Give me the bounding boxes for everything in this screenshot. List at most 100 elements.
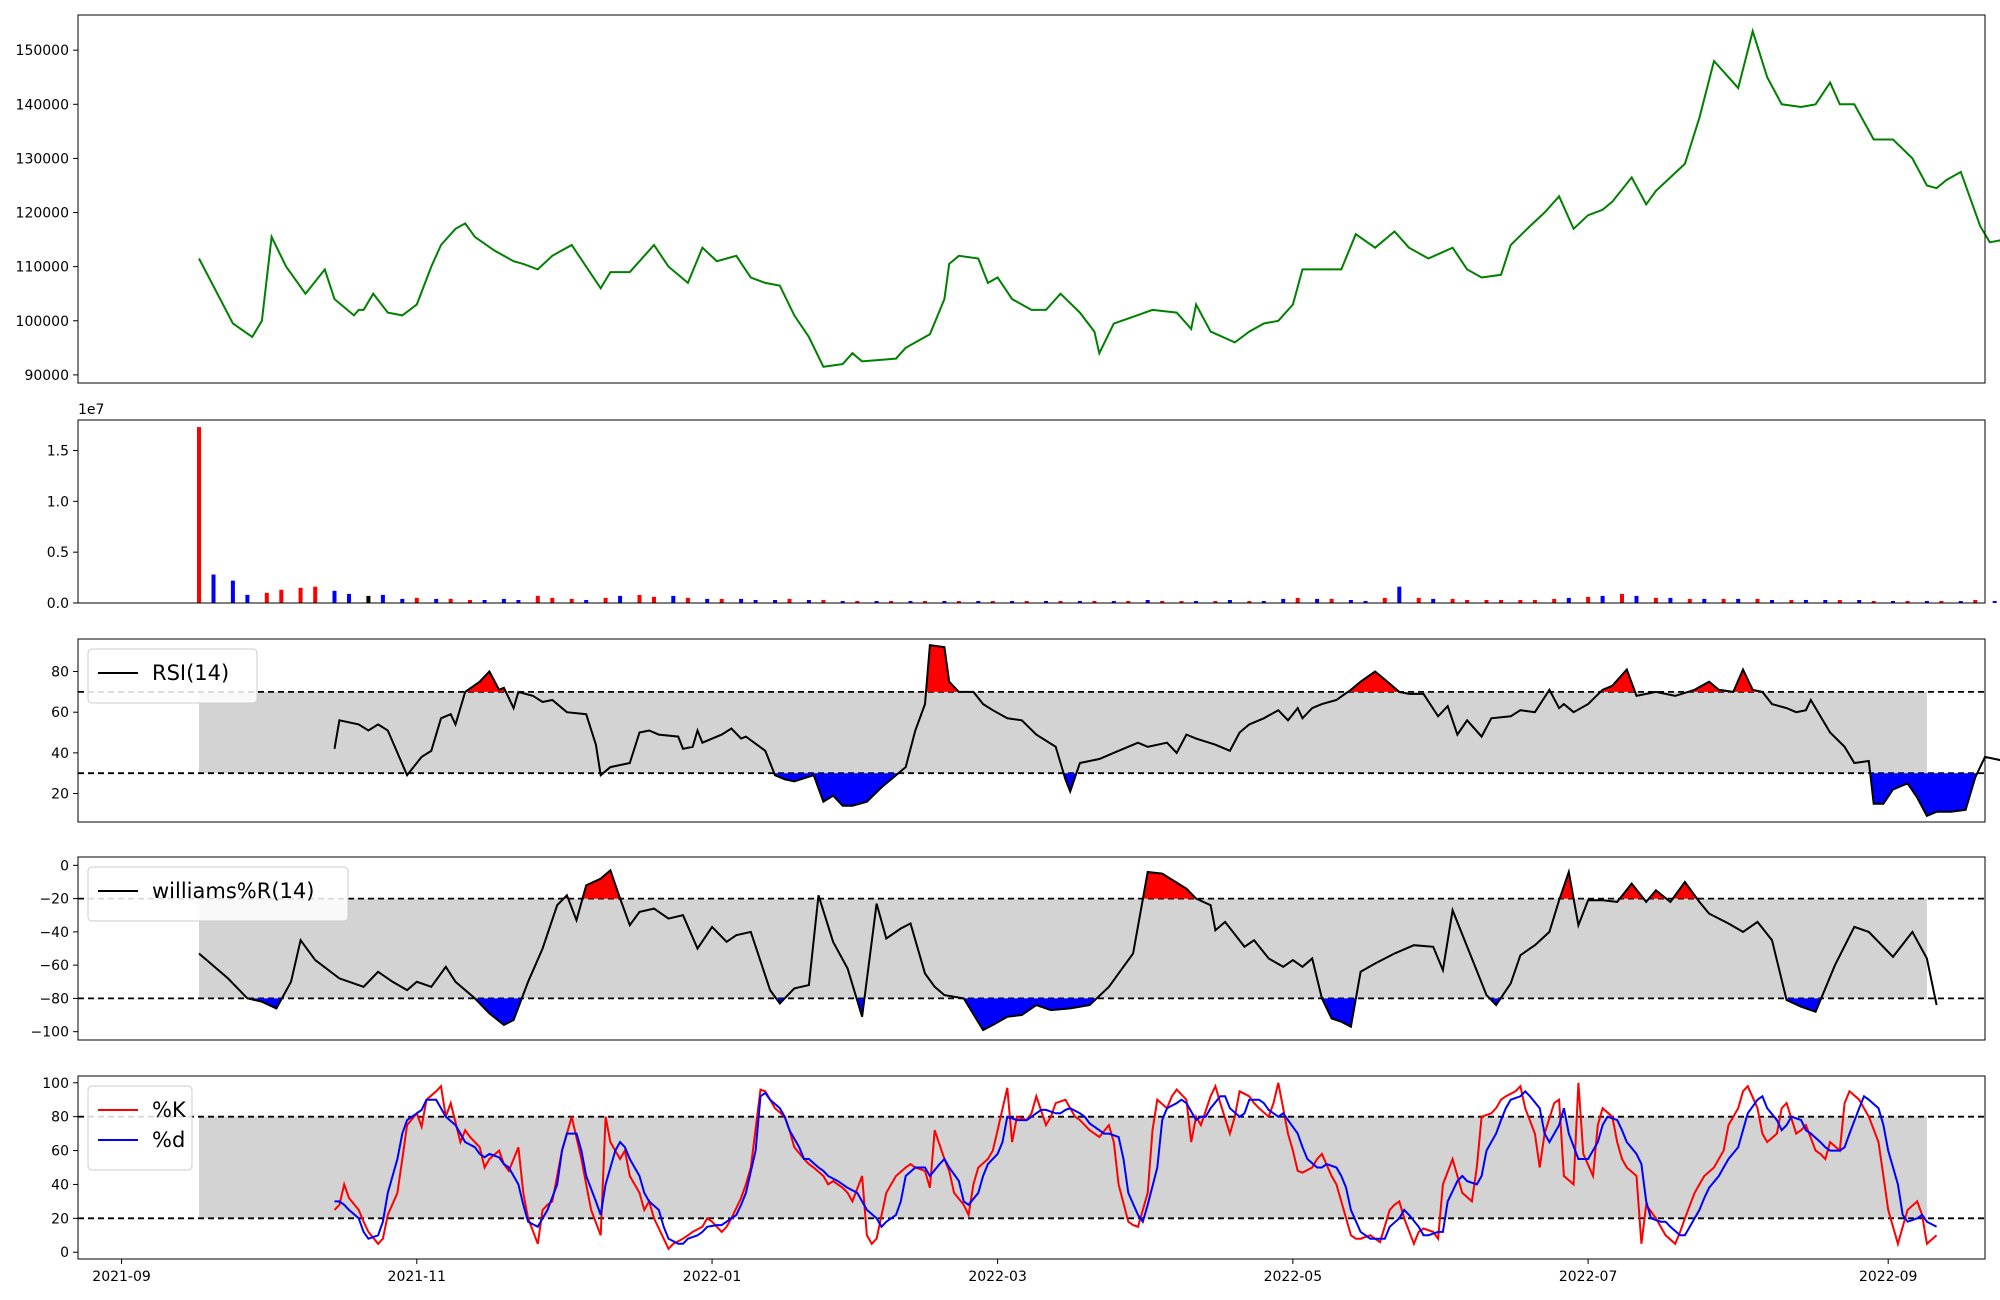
legend-box bbox=[87, 648, 258, 704]
volume-bar bbox=[1871, 601, 1876, 603]
y-tick-label: 0 bbox=[60, 858, 69, 874]
d-line bbox=[334, 1089, 1938, 1245]
y-tick-label: 40 bbox=[51, 746, 69, 762]
volume-bar bbox=[434, 598, 439, 603]
volume-bar bbox=[1736, 598, 1741, 603]
volume-bar bbox=[332, 590, 337, 603]
volume-bar bbox=[535, 595, 540, 603]
volume-bar bbox=[1789, 600, 1794, 603]
rsi-line bbox=[333, 643, 2000, 818]
axes-frame bbox=[77, 1075, 1986, 1260]
williams-line bbox=[198, 868, 1938, 1032]
legend-box bbox=[87, 1085, 193, 1171]
oversold-fill bbox=[963, 998, 1097, 1030]
y-tick-label: −40 bbox=[39, 925, 69, 941]
volume-bar bbox=[637, 594, 642, 603]
volume-bar bbox=[1702, 598, 1707, 603]
volume-bar bbox=[468, 600, 472, 603]
axes-frame bbox=[77, 419, 1986, 604]
volume-bar bbox=[1823, 600, 1828, 603]
overbought-fill bbox=[1649, 890, 1667, 899]
volume-bar bbox=[1755, 598, 1760, 603]
overbought-fill bbox=[1142, 872, 1197, 899]
volume-bar bbox=[1653, 597, 1658, 603]
volume-bar bbox=[1924, 601, 1929, 603]
y-tick-label: 60 bbox=[51, 1144, 69, 1160]
legend-label: %K bbox=[152, 1098, 187, 1122]
volume-bar bbox=[840, 601, 845, 603]
volume-bar bbox=[569, 598, 574, 603]
axes-frame bbox=[77, 856, 1986, 1041]
volume-bar bbox=[889, 601, 894, 603]
price-line bbox=[198, 27, 2000, 368]
volume-bar bbox=[550, 597, 555, 603]
volume-bar bbox=[1465, 600, 1470, 603]
overbought-fill bbox=[926, 645, 959, 692]
y-tick-label: −80 bbox=[39, 991, 69, 1007]
oversold-fill bbox=[1321, 998, 1356, 1027]
volume-bar bbox=[1247, 601, 1252, 603]
volume-bar bbox=[1600, 595, 1605, 603]
y-tick-label: 80 bbox=[51, 1110, 69, 1126]
volume-bar bbox=[1687, 598, 1692, 603]
volume-bar bbox=[1363, 601, 1368, 603]
volume-bar bbox=[366, 595, 371, 603]
y-tick-label: 80 bbox=[51, 665, 69, 681]
y-tick-label: 130000 bbox=[16, 151, 69, 167]
oversold-fill bbox=[774, 773, 899, 806]
volume-bar bbox=[652, 596, 656, 603]
volume-bar bbox=[1518, 600, 1523, 603]
volume-bar bbox=[1058, 601, 1063, 603]
volume-bar bbox=[923, 601, 927, 603]
stochastic-panel: 0 20 40 60 80 100 %K %d 2021-09 2021-11 2022-01 202… bbox=[42, 1075, 1986, 1285]
volume-bar bbox=[1348, 600, 1353, 603]
volume-bar bbox=[1586, 596, 1591, 603]
x-tick-label: 2022-07 bbox=[1559, 1269, 1618, 1285]
volume-bar bbox=[1160, 601, 1165, 603]
y-tick-label: 60 bbox=[51, 705, 69, 721]
y-tick-label: −60 bbox=[39, 958, 69, 974]
volume-bar bbox=[197, 427, 201, 603]
volume-bar bbox=[739, 598, 744, 603]
volume-bar bbox=[1634, 595, 1639, 603]
legend-label: %d bbox=[152, 1128, 185, 1152]
volume-bar bbox=[787, 598, 792, 603]
volume-bar bbox=[874, 601, 879, 603]
x-tick-label: 2022-05 bbox=[1264, 1269, 1323, 1285]
volume-bar bbox=[1770, 600, 1774, 603]
volume-bar bbox=[1213, 601, 1218, 603]
volume-bar bbox=[1092, 601, 1097, 603]
y-tick-label: 100000 bbox=[16, 314, 69, 330]
volume-bar bbox=[1024, 601, 1029, 603]
overbought-fill bbox=[1672, 882, 1697, 899]
volume-bar bbox=[705, 598, 710, 603]
volume-bar bbox=[1905, 601, 1910, 603]
volume-bar bbox=[719, 598, 724, 603]
volume-bar bbox=[1416, 597, 1421, 603]
volume-bar bbox=[264, 592, 269, 603]
volume-bar bbox=[1145, 600, 1150, 603]
volume-bar bbox=[1837, 600, 1842, 603]
y-tick-label: 120000 bbox=[16, 206, 69, 222]
volume-bar bbox=[1973, 600, 1978, 603]
y-tick-label: 0 bbox=[60, 1245, 69, 1261]
volume-bar bbox=[1111, 601, 1116, 603]
rsi-panel: 20 40 60 80 RSI(14) bbox=[51, 638, 2000, 823]
y-tick-label: 0.5 bbox=[47, 545, 69, 561]
y-tick-label: 20 bbox=[51, 1211, 69, 1227]
y-tick-label: −20 bbox=[39, 892, 69, 908]
volume-panel: 0.0 0.5 1.0 1.5 1e7 bbox=[47, 402, 1997, 612]
volume-bar bbox=[855, 601, 860, 603]
x-tick-label: 2021-11 bbox=[388, 1269, 447, 1285]
overbought-fill bbox=[582, 870, 621, 899]
overbought-fill bbox=[1559, 872, 1574, 899]
volume-bar bbox=[501, 598, 506, 603]
volume-bar bbox=[685, 597, 690, 603]
williams-panel: −100 −80 −60 −40 −20 0 williams%R(14) bbox=[31, 856, 1986, 1041]
volume-bar bbox=[603, 597, 608, 603]
oversold-fill bbox=[1063, 773, 1077, 792]
volume-bar bbox=[298, 587, 303, 604]
volume-bar bbox=[1010, 601, 1015, 603]
price-panel: 90000 100000 110000 120000 130000 140000 15000… bbox=[16, 14, 2000, 384]
y-tick-label: 1.5 bbox=[47, 444, 69, 460]
